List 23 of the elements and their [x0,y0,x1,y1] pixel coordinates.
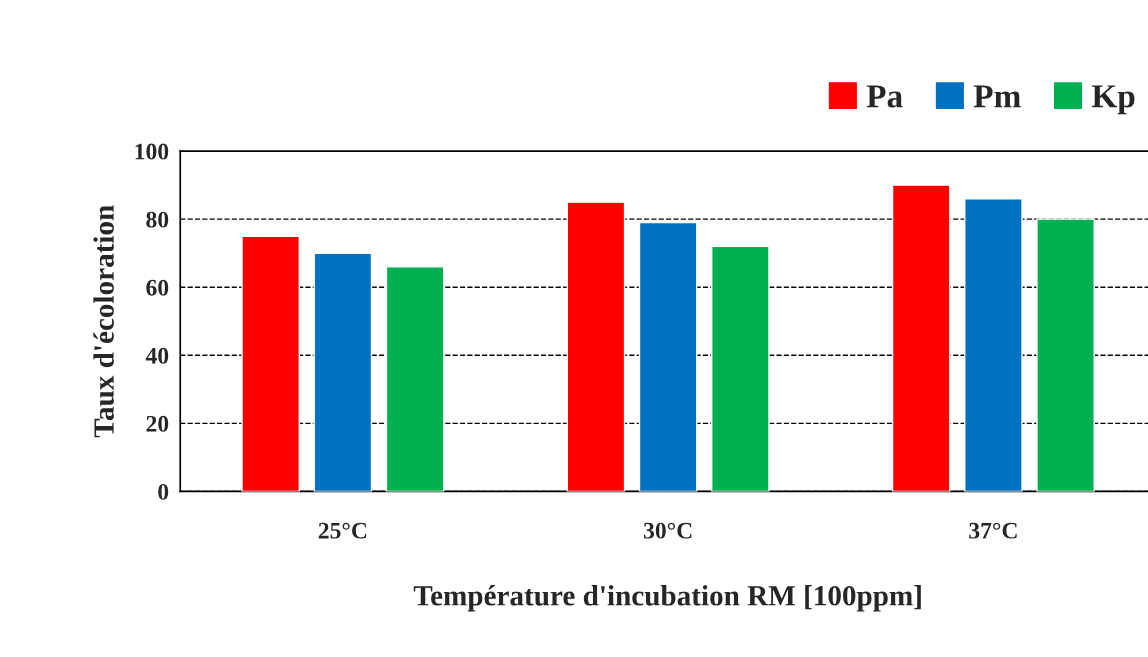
bar [711,245,770,492]
y-tick-label: 40 [145,347,169,364]
x-tick-label: 25°C [318,522,367,539]
bar [385,266,445,492]
bar [891,184,951,492]
y-tick-label: 80 [146,211,169,228]
x-axis-title: Température d'incubation RM [100ppm] [413,585,921,612]
y-tick-label: 20 [146,415,169,432]
x-tick-label: 30°C [643,522,692,539]
bar [241,235,300,492]
legend-label: Pm [973,85,1021,108]
bar [313,252,373,492]
bar [1036,218,1095,492]
y-axis-title: Taux d'écoloration [93,205,114,438]
legend-label: Kp [1091,85,1135,115]
y-tick-label: 0 [158,483,169,500]
bar [638,221,698,492]
x-tick-label: 37°C [969,522,1017,539]
bar [964,198,1023,492]
y-tick-label: 100 [135,143,169,160]
legend-label: Pa [866,85,903,108]
bar [566,201,626,492]
y-tick-label: 60 [146,279,169,296]
